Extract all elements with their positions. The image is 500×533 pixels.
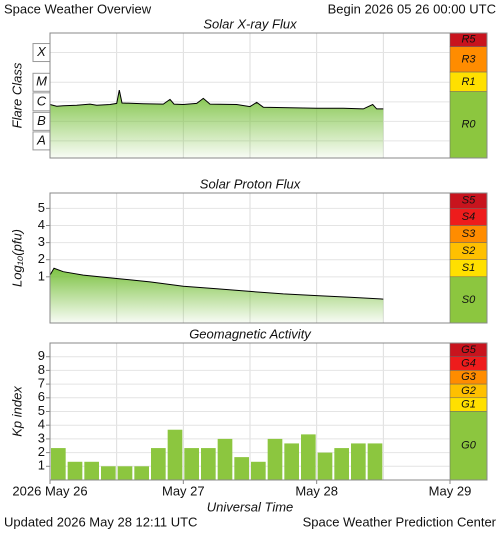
y-tick-label: 5 [38, 403, 45, 418]
x-axis-label: Universal Time [207, 499, 294, 514]
scale-label: R1 [461, 76, 475, 88]
scale-label: S3 [462, 228, 476, 240]
scale-label: R0 [461, 119, 476, 131]
begin-time: Begin 2026 05 26 00:00 UTC [328, 1, 496, 16]
x-tick-label: May 27 [162, 483, 205, 498]
y-tick-label: 4 [38, 417, 45, 432]
area [50, 268, 384, 323]
updated-time: Updated 2026 May 28 12:11 UTC [4, 514, 197, 529]
y-tick-label: 1 [38, 268, 45, 283]
scale-label: S4 [462, 211, 475, 223]
y-tick-label: 1 [38, 458, 45, 473]
bar [151, 448, 166, 480]
scale-label: G1 [461, 399, 476, 411]
scale-label: G4 [461, 357, 476, 369]
y-tick-label: 3 [38, 430, 45, 445]
y-axis-label: Kp index [9, 386, 24, 437]
bar [117, 466, 133, 480]
scale-label: R3 [461, 53, 476, 65]
scale-label: S0 [462, 294, 476, 306]
bar [284, 443, 299, 480]
line [49, 267, 384, 300]
bar [267, 438, 283, 480]
area [50, 90, 384, 158]
bar [251, 461, 266, 480]
page-title: Space Weather Overview [4, 1, 152, 16]
bar [367, 443, 383, 480]
y-tick-label: 2 [38, 251, 45, 266]
y-tick-label: 5 [38, 200, 45, 215]
y-tick-label: 2 [38, 444, 45, 459]
bar [134, 466, 149, 480]
panel-title: Solar X-ray Flux [203, 16, 297, 31]
bar [84, 461, 99, 480]
bar [301, 434, 316, 480]
y-tick-label: 9 [38, 348, 45, 363]
scale-label: G0 [461, 440, 477, 452]
y-tick-label: 6 [38, 389, 45, 404]
bar [67, 461, 83, 480]
bar [167, 429, 183, 480]
y-axis-label: Log₁₀(pfu) [9, 229, 24, 287]
scale-band [449, 91, 488, 159]
scale-label: G2 [461, 385, 476, 397]
y-tick-label: X [36, 44, 47, 59]
panel-frame [49, 32, 488, 159]
x-tick-label: May 29 [429, 483, 472, 498]
y-axis-label: Flare Class [9, 62, 24, 128]
panel-frame [49, 342, 488, 481]
y-tick-label: 4 [38, 217, 45, 232]
y-tick-label: B [37, 113, 46, 128]
bar [184, 448, 199, 480]
panel-title: Geomagnetic Activity [189, 326, 312, 341]
scale-label: G3 [461, 371, 477, 383]
y-tick-label: M [36, 74, 47, 89]
bar [334, 448, 349, 480]
y-tick-label: 3 [38, 234, 45, 249]
bar [234, 457, 249, 480]
bar [351, 443, 366, 480]
y-tick-label: C [37, 93, 47, 108]
scale-label: S1 [462, 262, 475, 274]
y-tick-label: 7 [38, 376, 45, 391]
y-tick-label: 8 [38, 362, 45, 377]
bar [51, 448, 66, 480]
scale-label: R5 [461, 34, 476, 46]
scale-label: S2 [462, 245, 475, 257]
line [49, 89, 384, 110]
panel-title: Solar Proton Flux [200, 176, 301, 191]
bar [217, 438, 233, 480]
panel-frame [49, 192, 488, 324]
x-tick-label: May 28 [295, 483, 338, 498]
credit: Space Weather Prediction Center [303, 514, 497, 529]
x-tick-label: 2026 May 26 [12, 483, 87, 498]
scale-label: G5 [461, 344, 477, 356]
bar [101, 466, 116, 480]
scale-label: S5 [462, 195, 476, 207]
y-tick-label: A [36, 132, 46, 147]
bar [201, 448, 216, 480]
bar [317, 452, 333, 480]
